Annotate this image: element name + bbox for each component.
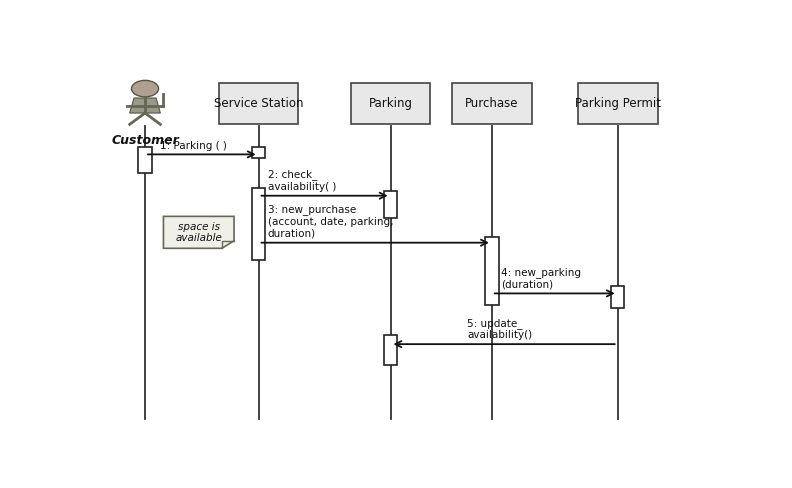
Bar xyxy=(139,147,152,173)
Polygon shape xyxy=(130,98,160,113)
Bar xyxy=(452,83,531,124)
Text: Parking: Parking xyxy=(368,97,413,110)
Bar xyxy=(384,335,398,365)
Bar xyxy=(384,191,398,218)
Bar xyxy=(578,83,657,124)
Text: 2: check_
availability( ): 2: check_ availability( ) xyxy=(268,169,336,192)
Polygon shape xyxy=(163,216,234,248)
Text: 4: new_parking
(duration): 4: new_parking (duration) xyxy=(501,267,581,290)
Text: Service Station: Service Station xyxy=(214,97,303,110)
Bar xyxy=(219,83,299,124)
Bar xyxy=(485,237,499,305)
Text: 1: Parking ( ): 1: Parking ( ) xyxy=(160,141,227,151)
Text: Customer: Customer xyxy=(111,134,179,147)
Text: 3: new_purchase
(account, date, parking,
duration): 3: new_purchase (account, date, parking,… xyxy=(268,204,394,238)
Text: 5: update_
availability(): 5: update_ availability() xyxy=(467,318,532,341)
Bar xyxy=(351,83,431,124)
Circle shape xyxy=(131,81,158,97)
Bar xyxy=(252,188,265,260)
Text: Purchase: Purchase xyxy=(465,97,519,110)
Text: space is
available: space is available xyxy=(175,222,223,243)
Bar xyxy=(611,286,624,308)
Text: Parking Permit: Parking Permit xyxy=(575,97,661,110)
Bar xyxy=(252,147,265,158)
